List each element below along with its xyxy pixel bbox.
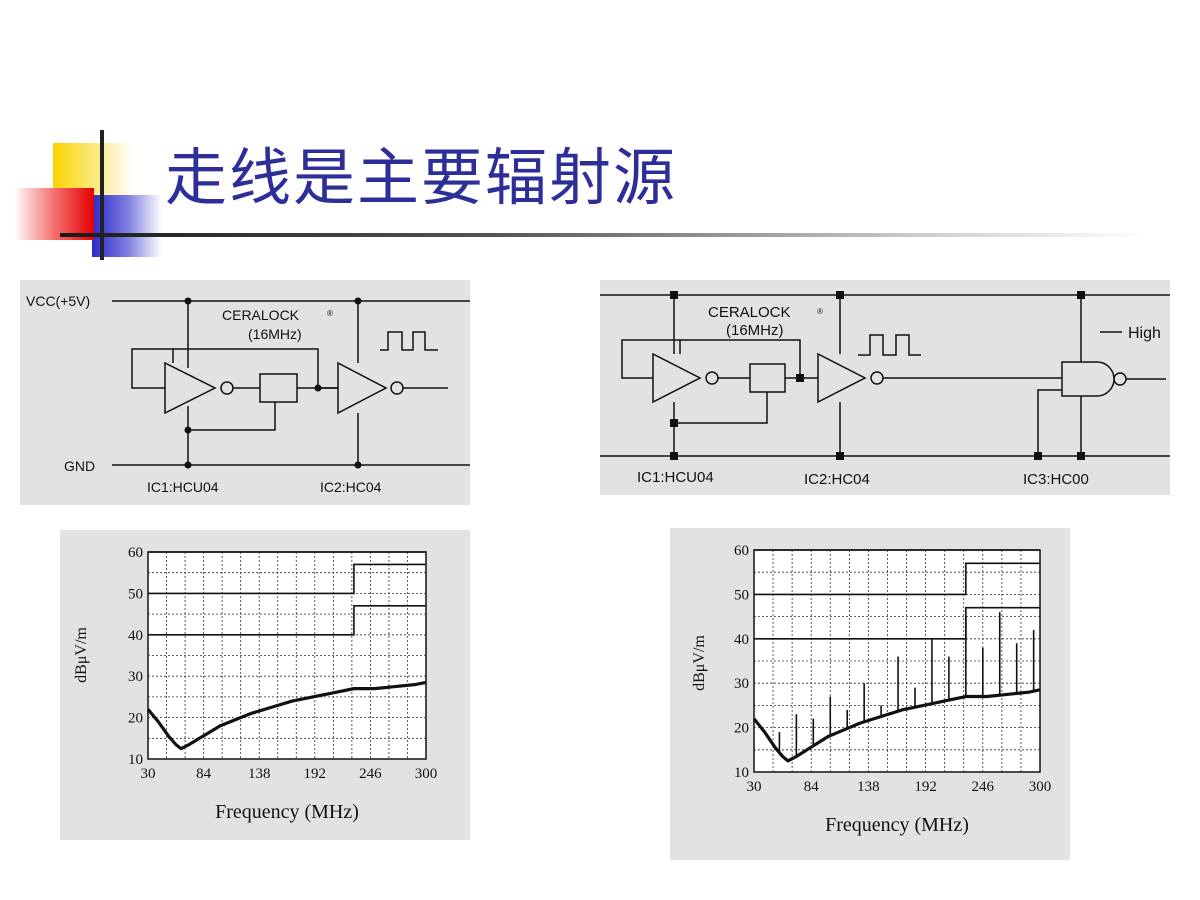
resonator-label: CERALOCK [222, 307, 300, 323]
vertical-bar [100, 130, 104, 260]
ic1-label: IC1:HCU04 [147, 479, 219, 495]
x-tick-label: 246 [972, 779, 995, 795]
freq-label: (16MHz) [248, 326, 302, 342]
yellow-square [53, 143, 133, 195]
circuit-left-diagram: VCC(+5V) GND CERALOCK ® (16MHz) IC1:HCU0… [26, 293, 470, 495]
ic3-label: IC3:HC00 [1023, 471, 1089, 488]
plot-area [753, 549, 1041, 773]
x-tick-label: 300 [1029, 779, 1052, 795]
circuit-right-panel: CERALOCK ® (16MHz) High IC1:HCU04 IC2:HC… [600, 280, 1170, 495]
x-tick-label: 138 [857, 779, 880, 795]
circuit-left-panel: VCC(+5V) GND CERALOCK ® (16MHz) IC1:HCU0… [20, 280, 470, 505]
y-axis-label: dBμV/m [73, 627, 90, 683]
y-tick-label: 50 [734, 587, 749, 603]
y-tick-label: 30 [734, 676, 749, 692]
y-tick-label: 10 [128, 752, 143, 768]
y-tick-label: 50 [128, 586, 143, 602]
x-axis-label: Frequency (MHz) [825, 814, 969, 836]
x-tick-label: 192 [914, 779, 937, 795]
limit-line [148, 563, 426, 595]
x-tick-label: 30 [747, 779, 762, 795]
plot-area [147, 551, 427, 760]
y-tick-label: 10 [734, 765, 749, 781]
emission-chart-right: 30 84 138 192 246 300 60 50 40 30 20 10 Frequency (M… [691, 543, 1052, 836]
ic2-label: IC2:HC04 [320, 479, 382, 495]
emission-chart-left: 30 84 138 192 246 300 60 50 40 30 20 10 Frequency (M… [73, 545, 438, 823]
y-tick-label: 40 [128, 628, 143, 644]
emission-series-line [752, 688, 1041, 763]
y-axis-label: dBμV/m [691, 635, 708, 691]
reg-mark: ® [327, 309, 333, 318]
x-tick-label: 246 [359, 766, 382, 782]
y-tick-label: 40 [734, 632, 749, 648]
circuit-right-diagram: CERALOCK ® (16MHz) High IC1:HCU04 IC2:HC… [600, 291, 1170, 488]
x-tick-label: 30 [141, 766, 156, 782]
x-tick-label: 192 [304, 766, 327, 782]
high-label: High [1128, 325, 1161, 342]
ic2-label: IC2:HC04 [804, 471, 870, 488]
chart-left-panel: 30 84 138 192 246 300 60 50 40 30 20 10 Frequency (M… [60, 530, 470, 840]
chart-right-panel: 30 84 138 192 246 300 60 50 40 30 20 10 Frequency (M… [670, 528, 1070, 860]
limit-line [754, 562, 1040, 596]
x-tick-label: 84 [804, 779, 820, 795]
resonator-label: CERALOCK [708, 304, 791, 321]
x-axis-label: Frequency (MHz) [215, 801, 359, 823]
slide-title: 走线是主要辐射源 [165, 141, 678, 214]
limit-line [148, 605, 426, 636]
y-tick-label: 60 [128, 545, 143, 561]
y-tick-label: 60 [734, 543, 749, 559]
x-tick-label: 84 [196, 766, 212, 782]
vcc-label: VCC(+5V) [26, 293, 90, 309]
y-tick-label: 20 [734, 721, 749, 737]
title-decoration [0, 0, 200, 270]
title-rule [60, 233, 1150, 237]
ic1-label: IC1:HCU04 [637, 469, 714, 486]
red-square [14, 188, 94, 240]
freq-label: (16MHz) [726, 322, 784, 339]
x-tick-label: 138 [248, 766, 271, 782]
x-tick-label: 300 [415, 766, 438, 782]
y-tick-label: 20 [128, 711, 143, 727]
reg-mark: ® [817, 307, 823, 316]
emission-series-line [146, 680, 427, 751]
gnd-label: GND [64, 458, 95, 474]
y-tick-label: 30 [128, 669, 143, 685]
